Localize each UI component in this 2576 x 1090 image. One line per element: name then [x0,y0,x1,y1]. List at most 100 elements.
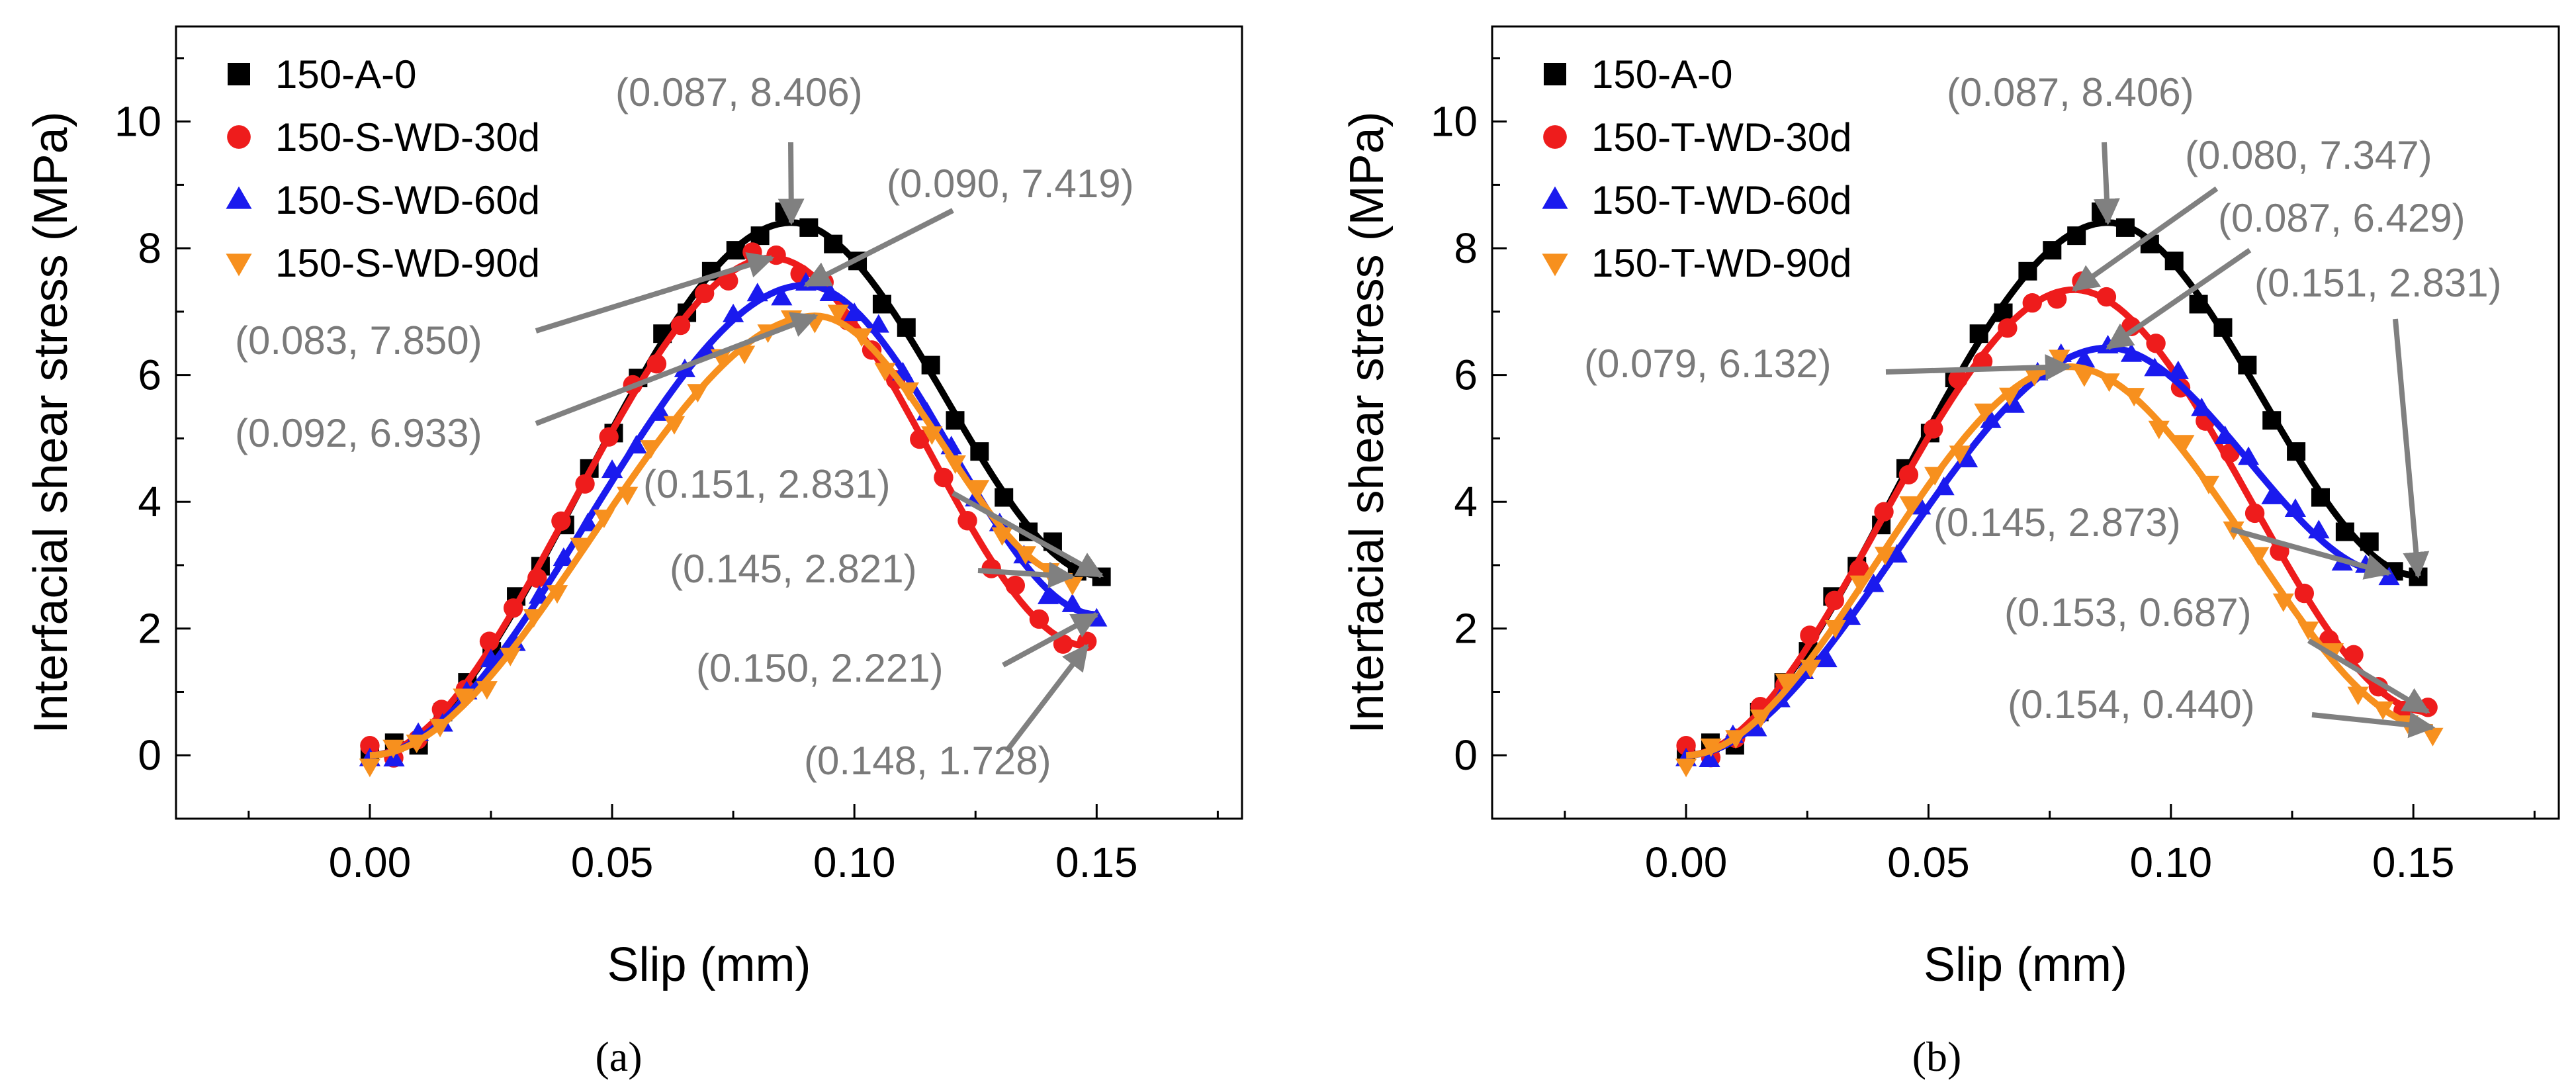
data-point-150-T-WD-60d [2003,394,2025,413]
data-point-150-T-WD-30d [2146,334,2166,353]
data-point-150-T-WD-60d [2237,446,2260,465]
data-point-150-S-WD-90d [968,480,990,499]
legend-label-150-S-WD-60d: 150-S-WD-60d [275,178,540,222]
annotation-label: (0.148, 1.728) [804,739,1051,783]
x-tick-label: 0.00 [1645,839,1728,886]
data-point-150-T-WD-90d [2297,621,2319,641]
annotation-arrow [2106,248,2252,350]
legend-label-150-A-0: 150-A-0 [275,52,416,97]
data-point-150-S-WD-60d [723,303,744,322]
data-point-150-T-WD-90d [2173,435,2195,454]
data-point-150-T-WD-90d [1874,547,1896,566]
y-tick-label: 2 [138,605,161,653]
data-point-150-A-0 [2115,218,2135,237]
data-point-150-S-WD-30d [670,315,691,336]
data-point-150-S-WD-60d [771,287,793,306]
data-point-150-T-WD-60d [2167,360,2189,379]
legend-label-150-S-WD-30d: 150-S-WD-30d [275,115,540,159]
x-axis-label: Slip (mm) [607,938,811,991]
data-point-150-S-WD-90d [406,735,427,754]
data-point-150-T-WD-90d [2073,368,2096,387]
data-point-150-S-WD-90d [359,758,381,778]
data-point-150-S-WD-90d [874,363,896,382]
data-point-150-S-WD-60d [1037,585,1059,604]
data-point-150-T-WD-30d [1948,369,1968,389]
data-point-150-A-0 [1969,324,1988,343]
data-point-150-T-WD-90d [2248,547,2270,566]
panel-label: (a) [595,1033,642,1080]
data-point-150-S-WD-60d [1061,593,1083,612]
annotation-label: (0.079, 6.132) [1584,341,1832,386]
data-point-150-T-WD-90d [1700,738,1722,757]
data-point-150-T-WD-60d [2261,485,2283,504]
y-axis-label: Interfacial shear stress (MPa) [1341,111,1394,733]
data-point-150-A-0 [946,411,965,430]
legend-marker-150-T-WD-60d [1542,186,1568,209]
annotation-arrow [535,252,775,334]
data-point-150-T-WD-90d [1750,709,1772,729]
data-point-150-T-WD-90d [1899,496,1921,515]
data-point-150-T-WD-60d [1863,573,1885,592]
data-point-150-T-WD-90d [1974,403,1996,422]
y-tick-label: 4 [1454,478,1478,525]
legend-marker-150-S-WD-60d [226,186,252,209]
data-point-150-S-WD-90d [453,688,474,707]
data-point-150-S-WD-60d [553,547,574,567]
data-point-150-S-WD-30d [957,511,977,531]
data-point-150-S-WD-60d [383,748,405,767]
legend-marker-150-S-WD-90d [226,253,252,277]
data-point-150-A-0 [824,234,843,253]
data-point-150-A-0 [2287,442,2306,461]
data-point-150-S-WD-60d [625,435,647,454]
data-point-150-T-WD-30d [1973,351,1993,371]
data-point-150-S-WD-30d [479,631,500,651]
data-point-150-S-WD-60d [867,314,889,333]
data-point-150-T-WD-30d [1849,559,1869,579]
data-point-150-S-WD-60d [601,459,623,478]
plot-frame [175,25,1243,820]
data-point-150-S-WD-30d [360,736,380,756]
annotation-arrow [1004,643,1089,753]
data-point-150-T-WD-30d [1998,318,2018,338]
legend-marker-150-A-0 [1544,63,1566,85]
data-point-150-S-WD-60d [746,283,768,302]
y-tick-label: 8 [138,224,161,272]
data-point-150-S-WD-30d [646,353,667,374]
annotation-label: (0.153, 0.687) [2004,590,2252,635]
data-point-150-S-WD-90d [827,304,849,324]
data-point-150-S-WD-30d [694,283,715,304]
data-point-150-A-0 [970,442,989,461]
data-point-150-S-WD-30d [527,568,547,588]
legend-label-150-T-WD-30d: 150-T-WD-30d [1591,115,1851,159]
annotation-arrow [2311,711,2436,739]
legend-label-150-S-WD-90d: 150-S-WD-90d [275,241,540,285]
annotation-arrow [2072,186,2219,292]
legend-marker-150-S-WD-30d [227,125,251,149]
data-point-150-T-WD-90d [1675,758,1697,778]
data-point-150-T-WD-90d [2272,593,2294,612]
data-point-150-T-WD-60d [1933,477,1955,496]
data-point-150-T-WD-30d [1874,502,1894,522]
data-point-150-S-WD-90d [897,382,920,401]
data-point-150-T-WD-60d [1746,717,1767,737]
data-point-150-S-WD-30d [719,271,738,291]
data-point-150-T-WD-90d [1725,730,1747,749]
annotation-label: (0.087, 8.406) [1947,70,2194,114]
series-150-S-WD-90d [359,304,1083,778]
data-point-150-T-WD-90d [2198,475,2220,494]
data-point-150-A-0 [995,488,1014,507]
legend-label-150-T-WD-60d: 150-T-WD-60d [1591,178,1851,222]
annotation-arrow [2393,318,2430,579]
data-point-150-T-WD-90d [1949,445,1971,465]
data-point-150-T-WD-30d [1898,465,1919,485]
y-axis-label: Interfacial shear stress (MPa) [24,111,77,733]
data-point-150-S-WD-90d [640,440,662,459]
x-tick-label: 0.15 [1055,839,1138,886]
data-point-150-S-WD-90d [476,681,498,700]
data-point-150-A-0 [2189,295,2208,314]
data-point-150-A-0 [2262,411,2282,430]
data-point-150-S-WD-60d [577,512,599,531]
annotation-label: (0.080, 7.347) [2185,133,2432,177]
data-point-150-T-WD-60d [2284,498,2306,517]
